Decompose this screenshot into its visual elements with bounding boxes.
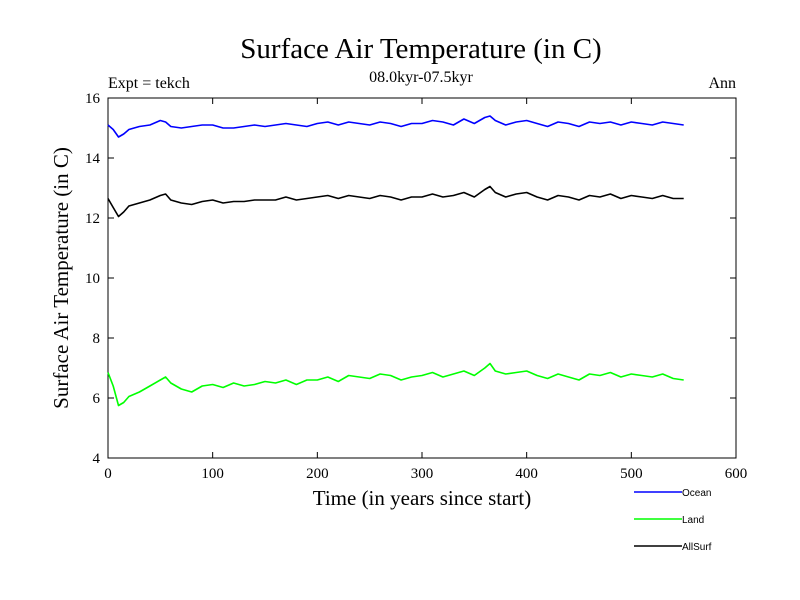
x-tick-label: 0 [104, 466, 112, 482]
x-tick-label: 400 [515, 466, 538, 482]
plot-frame [107, 97, 737, 459]
y-tick-label: 14 [85, 151, 101, 167]
legend-label-allsurf: AllSurf [682, 542, 712, 553]
y-tick-label: 4 [93, 451, 101, 467]
y-tick-label: 6 [93, 391, 101, 407]
chart-title: Surface Air Temperature (in C) [240, 33, 601, 65]
x-tick-label: 600 [725, 466, 748, 482]
x-tick-label: 300 [411, 466, 434, 482]
y-tick-label: 16 [85, 91, 101, 107]
legend-label-ocean: Ocean [682, 488, 711, 499]
y-tick-label: 8 [93, 331, 101, 347]
experiment-label: Expt = tekch [108, 75, 190, 92]
series-line-land [107, 362, 684, 407]
season-label: Ann [708, 75, 736, 92]
legend-label-land: Land [682, 515, 704, 526]
x-axis-label: Time (in years since start) [313, 486, 532, 510]
y-axis-label: Surface Air Temperature (in C) [49, 147, 73, 409]
legend: Ocean Land AllSurf [634, 488, 712, 553]
x-tick-label: 500 [620, 466, 643, 482]
x-axis: 0 100 200 300 400 500 600 [104, 98, 747, 482]
x-tick-label: 200 [306, 466, 329, 482]
chart-subtitle: 08.0kyr-07.5kyr [369, 69, 473, 86]
series-line-allsurf [107, 185, 684, 218]
y-tick-label: 12 [85, 211, 100, 227]
y-axis: 4 6 8 10 12 14 16 [85, 91, 736, 467]
series-line-ocean [107, 115, 684, 138]
x-tick-label: 100 [201, 466, 224, 482]
series-group [107, 115, 684, 407]
y-tick-label: 10 [85, 271, 100, 287]
